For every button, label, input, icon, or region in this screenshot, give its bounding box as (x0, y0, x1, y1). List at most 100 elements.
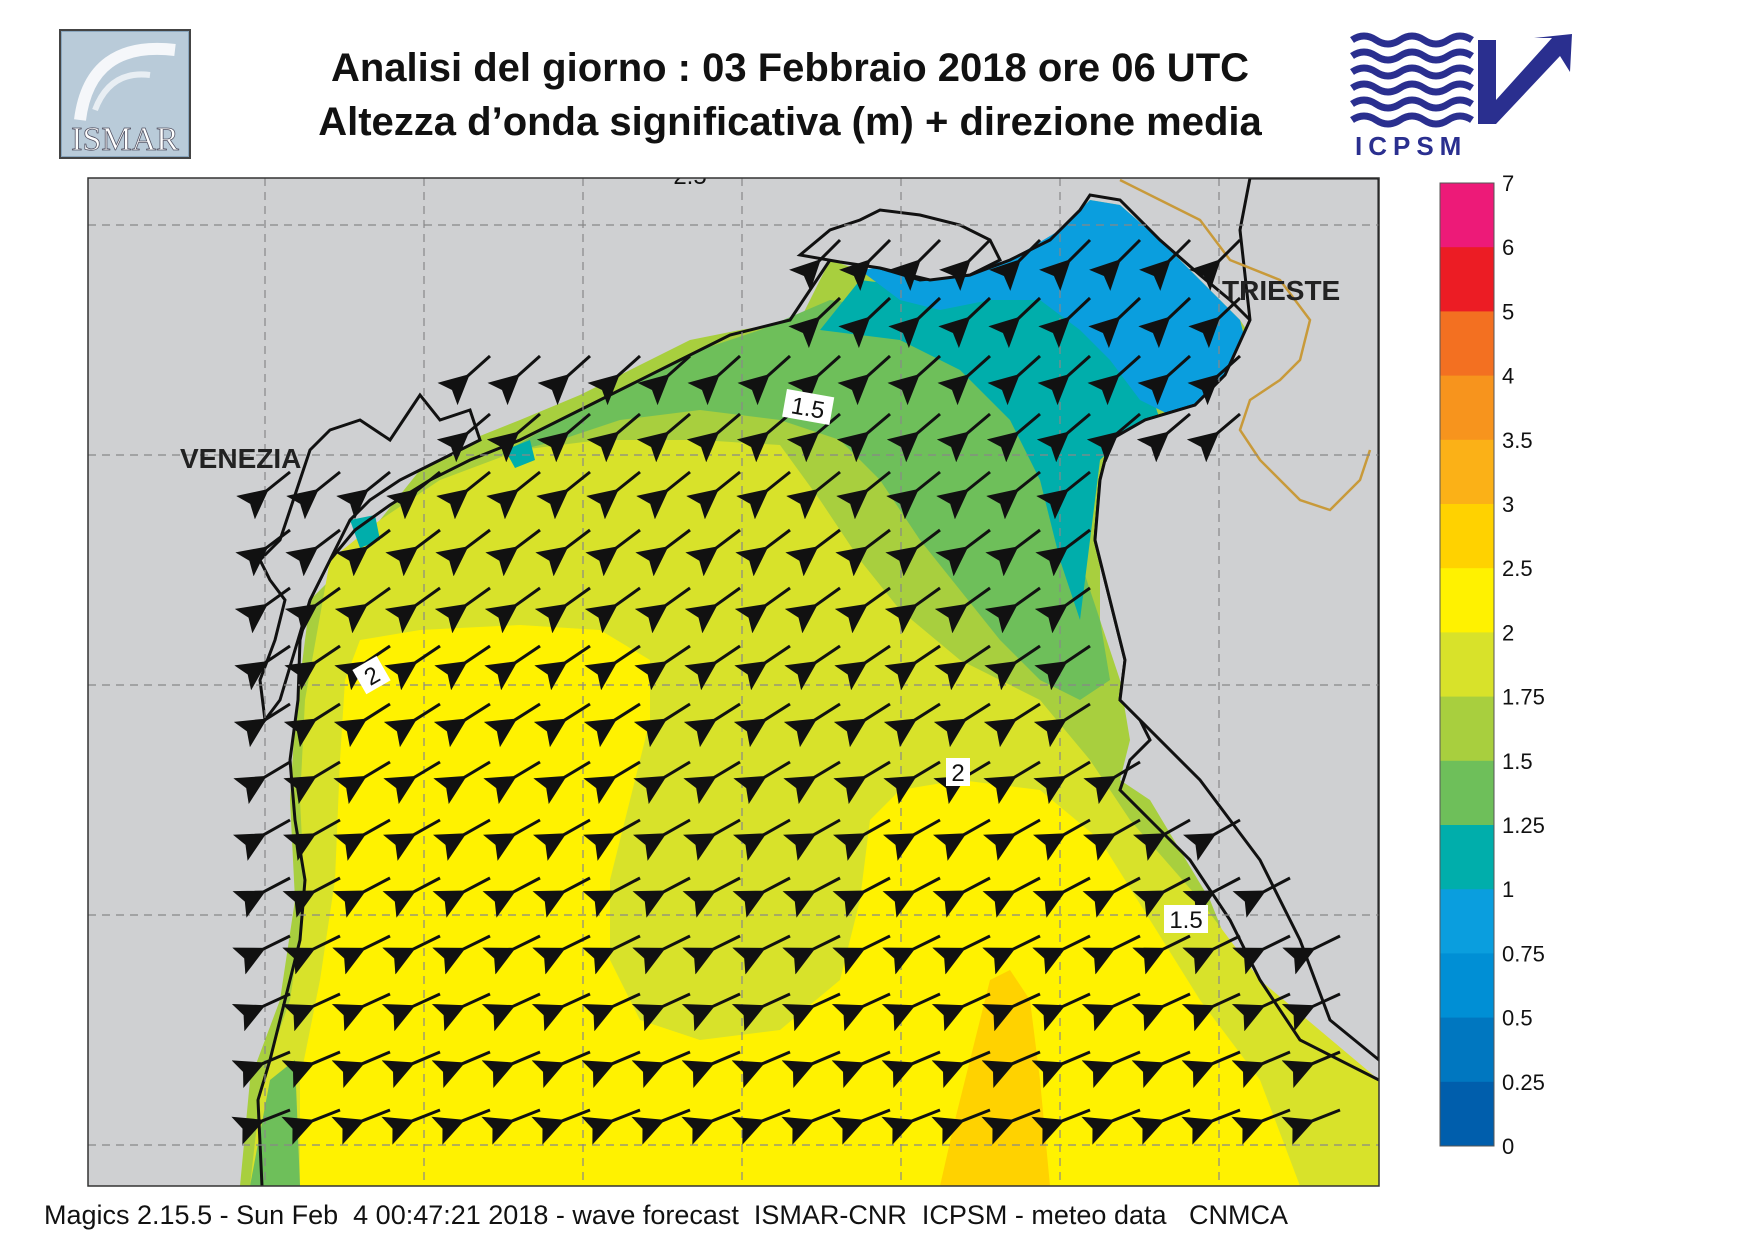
wave-arrow (482, 876, 541, 918)
wave-arrow (1282, 934, 1341, 975)
colorbar-tick-label: 7 (1502, 171, 1514, 196)
wave-arrow (831, 992, 891, 1032)
wave-arrow (383, 702, 441, 748)
colorbar-tick-label: 0 (1502, 1134, 1514, 1159)
wave-arrow (1038, 296, 1092, 349)
wave-arrow (1034, 586, 1091, 634)
wave-arrow (981, 1050, 1041, 1089)
wave-arrow (1033, 702, 1091, 748)
wave-arrow (486, 412, 541, 463)
wave-arrow (786, 470, 841, 520)
blue-zone (860, 200, 1250, 420)
wave-arrow (233, 702, 291, 748)
wave-arrow (386, 470, 441, 520)
wave-arrow (535, 528, 591, 577)
wave-arrow (1082, 818, 1141, 861)
icpsm-logo: ICPSM (1350, 32, 1572, 161)
colorbar-swatch (1440, 439, 1494, 505)
wave-arrow (785, 528, 841, 577)
wave-arrow (331, 1108, 391, 1145)
wave-arrow (932, 934, 991, 975)
ismar-logo-text: ISMAR (71, 121, 179, 158)
wave-arrow (633, 702, 691, 748)
wave-arrow (281, 992, 341, 1032)
colorbar-swatch (1440, 760, 1494, 826)
wave-arrow (682, 876, 741, 918)
wave-arrow (833, 702, 891, 748)
colorbar-swatch (1440, 632, 1494, 698)
wave-arrow (732, 934, 791, 975)
wave-arrow (981, 1108, 1041, 1145)
wave-arrow (782, 934, 841, 975)
border-line (1119, 178, 1372, 512)
wave-arrow (635, 528, 691, 577)
wave-arrow (431, 1108, 491, 1145)
wave-arrow (637, 354, 692, 406)
wave-arrow (431, 1050, 491, 1089)
wave-arrow (232, 934, 291, 975)
wave-arrow (582, 876, 641, 918)
wave-arrow (285, 528, 341, 577)
wave-arrow (888, 296, 942, 349)
wave-arrow (334, 644, 391, 691)
wave-arrow (1039, 238, 1092, 291)
wave-arrow (632, 876, 691, 918)
wave-arrow (1032, 934, 1091, 975)
colorbar: 7 6 5 4 3.5 3 2.5 2 1.75 1.5 1.25 1 0.75 0.5 0.25 0 (1439, 171, 1545, 1159)
wave-arrow (983, 702, 1041, 748)
colorbar-swatch (1440, 825, 1494, 890)
wave-arrow (1086, 412, 1141, 463)
wave-arrow (1037, 354, 1092, 406)
wave-arrow (1036, 412, 1091, 463)
wave-arrow (1088, 296, 1142, 349)
wave-arrow (681, 1050, 741, 1089)
yellow-zone (300, 625, 1300, 1186)
wave-arrow (1231, 1050, 1291, 1089)
wave-arrow (783, 760, 841, 805)
wave-arrow (381, 1050, 441, 1089)
map-area: 1.5 2 2 1.5 2.5 VENEZIA TRIESTE (88, 178, 1379, 1186)
wave-arrow (682, 818, 741, 861)
wave-arrow (231, 992, 291, 1032)
wave-arrow (481, 1050, 541, 1089)
wave-arrow (783, 702, 841, 748)
wave-arrow (684, 644, 741, 691)
ismar-logo: ISMAR (59, 29, 191, 159)
wave-arrow (886, 470, 941, 520)
wave-arrow (633, 760, 691, 805)
wave-arrow (584, 644, 641, 691)
colorbar-tick-label: 1.75 (1502, 685, 1545, 710)
wave-arrow (282, 934, 341, 975)
wave-arrow (333, 702, 391, 748)
wave-arrow (882, 876, 941, 918)
wave-arrow (335, 528, 391, 577)
colorbar-swatch (1440, 1081, 1494, 1147)
wave-arrow (1181, 1108, 1241, 1145)
wave-direction-arrows (231, 238, 1341, 1145)
wave-arrow (534, 644, 591, 691)
wave-arrow (585, 528, 641, 577)
wave-arrow (881, 1050, 941, 1089)
wave-arrow (986, 412, 1041, 463)
wave-arrow (837, 354, 892, 406)
colorbar-tick-label: 4 (1502, 364, 1514, 389)
wave-arrow (684, 586, 741, 634)
colorbar-swatch (1440, 568, 1494, 633)
wave-arrow (931, 992, 991, 1032)
wave-arrow (385, 528, 441, 577)
wave-arrow (782, 876, 841, 918)
wave-arrow (737, 354, 792, 406)
wave-arrow (988, 296, 1042, 349)
city-label-venezia: VENEZIA (180, 443, 301, 474)
wave-arrow (686, 470, 741, 520)
wave-arrow (935, 528, 991, 577)
wave-arrow (1136, 412, 1191, 463)
wave-arrow (938, 296, 992, 349)
wave-arrow (483, 702, 541, 748)
wave-arrow (583, 702, 641, 748)
wave-arrow (632, 934, 691, 975)
wave-arrow (1035, 528, 1091, 577)
wave-arrow (432, 818, 491, 861)
wave-arrow (832, 818, 891, 861)
wave-arrow (481, 992, 541, 1032)
